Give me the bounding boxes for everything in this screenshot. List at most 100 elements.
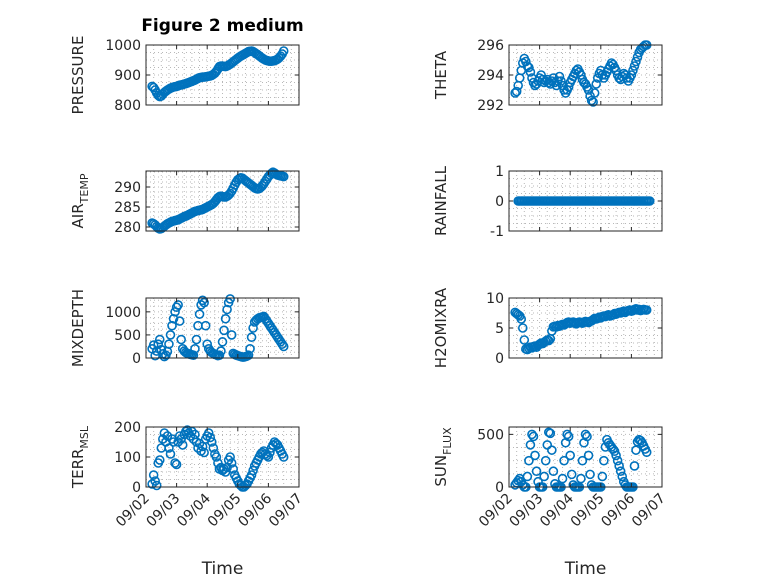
- y-axis-label-main: PRESSURE: [69, 36, 87, 115]
- y-axis-label-subscript: MSL: [78, 425, 91, 448]
- data-point: [626, 70, 637, 80]
- x-axis-label: Time: [201, 559, 244, 579]
- data-point: [173, 300, 183, 310]
- data-point: [527, 429, 537, 440]
- data-point: [543, 427, 554, 438]
- data-point: [185, 431, 196, 441]
- data-point: [174, 316, 185, 326]
- y-tick-label: 294: [477, 68, 504, 84]
- data-point: [548, 466, 559, 477]
- data-point: [154, 455, 165, 465]
- data-point: [226, 458, 237, 468]
- y-axis-label: THETA: [432, 50, 450, 100]
- data-point: [203, 428, 214, 438]
- y-axis-label: AIRTEMP: [69, 173, 91, 228]
- y-axis-label: SUNFLUX: [432, 427, 454, 487]
- y-axis-label: MIXDEPTH: [69, 289, 87, 367]
- y-tick-label: 900: [114, 68, 141, 84]
- y-axis-label: PRESSURE: [69, 36, 87, 115]
- data-point: [208, 443, 219, 453]
- data-point: [150, 476, 160, 486]
- data-point: [214, 350, 225, 361]
- data-point: [547, 445, 557, 455]
- subplot-theta: 292 294 296 THETA: [432, 38, 663, 114]
- data-point: [171, 459, 182, 470]
- y-tick-label: 280: [114, 220, 141, 236]
- data-point: [644, 196, 655, 206]
- subplot-pressure: 800 900 1000 PRESSURE Figure 2 medium: [69, 16, 304, 114]
- data-point: [263, 452, 274, 462]
- data-point: [217, 337, 228, 347]
- y-tick-label: 800: [114, 98, 141, 114]
- data-point: [597, 471, 608, 482]
- data-point: [583, 450, 594, 461]
- data-point: [580, 429, 591, 440]
- data-point: [164, 339, 174, 349]
- data-point: [219, 325, 229, 336]
- data-point: [591, 79, 602, 89]
- y-tick-label: 100: [114, 450, 141, 466]
- data-point: [167, 320, 177, 331]
- series-markers: [510, 303, 652, 355]
- data-point: [206, 437, 217, 447]
- data-point: [165, 449, 176, 459]
- data-point: [226, 330, 237, 340]
- data-point: [631, 56, 641, 67]
- data-point: [577, 455, 588, 466]
- data-point: [611, 450, 621, 461]
- data-point: [540, 455, 551, 466]
- chart-title: Figure 2 medium: [141, 16, 303, 36]
- data-point: [216, 346, 226, 356]
- data-point: [177, 440, 188, 450]
- y-axis-label-main: RAINFALL: [432, 165, 450, 236]
- data-point: [554, 71, 565, 82]
- data-point: [517, 323, 528, 333]
- series-markers: [510, 40, 652, 107]
- y-axis-label-subscript: TEMP: [78, 173, 91, 204]
- data-point: [200, 320, 211, 331]
- data-point: [197, 295, 208, 306]
- data-point: [211, 452, 222, 462]
- data-point: [278, 46, 289, 56]
- data-point: [246, 470, 257, 480]
- subplot-h2omixra: 0 5 10 H2OMIXRA: [432, 287, 663, 368]
- series-markers: [147, 294, 289, 362]
- y-tick-label: 10: [486, 291, 504, 307]
- y-tick-label: 290: [114, 180, 141, 196]
- y-axis-label: RAINFALL: [432, 165, 450, 236]
- y-tick-label: 292: [477, 98, 504, 114]
- data-point: [277, 339, 287, 349]
- data-point: [275, 51, 286, 61]
- data-point: [193, 443, 203, 453]
- y-axis-label: H2OMIXRA: [432, 287, 450, 368]
- data-point: [585, 469, 595, 480]
- data-point: [228, 464, 239, 474]
- data-point: [278, 341, 289, 352]
- data-point: [563, 431, 574, 442]
- data-point: [199, 447, 209, 458]
- data-point: [609, 446, 620, 457]
- y-axis-label-main: H2OMIXRA: [432, 287, 450, 368]
- data-point: [190, 343, 200, 354]
- data-point: [245, 343, 255, 354]
- data-point: [559, 455, 569, 466]
- data-point: [525, 67, 536, 77]
- data-point: [194, 309, 205, 319]
- subplot-air: 280 285 290 AIRTEMP: [69, 167, 300, 236]
- data-point: [525, 440, 536, 450]
- data-point: [243, 350, 254, 361]
- data-point: [612, 455, 623, 466]
- data-point: [171, 302, 182, 313]
- data-point: [164, 443, 174, 453]
- data-point: [516, 314, 527, 324]
- data-point: [511, 86, 522, 97]
- data-point: [154, 334, 165, 345]
- y-axis-label: TERRMSL: [69, 425, 91, 489]
- data-point: [262, 450, 272, 461]
- data-point: [278, 171, 289, 182]
- data-point: [589, 88, 600, 98]
- x-axis-label: Time: [564, 559, 607, 579]
- y-tick-label: 1: [495, 164, 504, 180]
